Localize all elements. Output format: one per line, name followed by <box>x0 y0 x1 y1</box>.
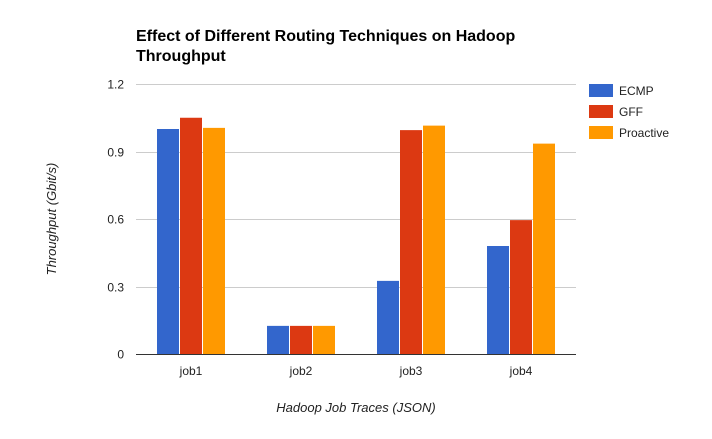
bar-proactive-job1 <box>203 127 225 354</box>
y-axis-ticks: 0 0.3 0.6 0.9 1.2 <box>107 78 124 362</box>
bar-ecmp-job3 <box>377 280 399 354</box>
bar-ecmp-job1 <box>157 129 179 354</box>
bar-proactive-job4 <box>533 143 555 354</box>
x-axis-title: Hadoop Job Traces (JSON) <box>276 400 435 415</box>
x-tick-label: job3 <box>399 364 423 378</box>
bar-proactive-job2 <box>313 325 335 354</box>
legend-swatch-gff <box>589 105 613 118</box>
y-tick-label: 0.9 <box>107 146 124 160</box>
y-tick-label: 1.2 <box>107 78 124 92</box>
legend: ECMP GFF Proactive <box>589 84 669 140</box>
bar-gff-job1 <box>180 117 202 354</box>
legend-swatch-proactive <box>589 126 613 139</box>
bar-gff-job3 <box>400 130 422 354</box>
y-tick-label: 0 <box>117 348 124 362</box>
chart-title-line-1: Effect of Different Routing Techniques o… <box>136 28 515 45</box>
bar-gff-job4 <box>510 220 532 354</box>
bar-ecmp-job2 <box>267 325 289 354</box>
y-axis-title: Throughput (Gbit/s) <box>44 163 59 276</box>
legend-label-ecmp: ECMP <box>619 84 654 98</box>
bar-ecmp-job4 <box>487 246 509 354</box>
bar-gff-job2 <box>290 325 312 354</box>
legend-label-proactive: Proactive <box>619 126 669 140</box>
x-axis-ticks: job1 job2 job3 job4 <box>179 364 533 378</box>
bars <box>157 117 555 354</box>
y-tick-label: 0.6 <box>107 213 124 227</box>
y-tick-label: 0.3 <box>107 281 124 295</box>
x-tick-label: job4 <box>509 364 533 378</box>
chart-title: Effect of Different Routing Techniques o… <box>136 28 515 65</box>
legend-swatch-ecmp <box>589 84 613 97</box>
x-tick-label: job2 <box>289 364 313 378</box>
bar-proactive-job3 <box>423 125 445 354</box>
chart-title-line-2: Throughput <box>136 48 226 65</box>
x-tick-label: job1 <box>179 364 203 378</box>
legend-label-gff: GFF <box>619 105 643 119</box>
